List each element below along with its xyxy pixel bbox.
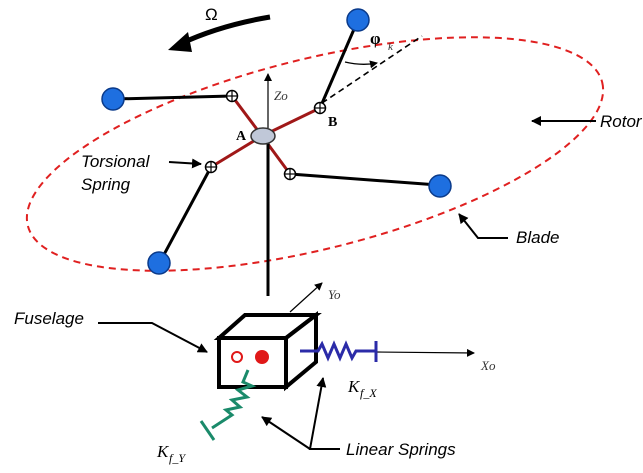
point-a-label: A [236, 129, 247, 144]
phi-label: φ [370, 29, 381, 48]
kfy-label: K [156, 442, 170, 461]
phi-subscript: k [388, 41, 394, 53]
rotation-arrow [178, 14, 271, 47]
omega-label: Ω [205, 5, 218, 24]
blade-bottom [158, 166, 213, 263]
blade-tip-left [101, 87, 125, 111]
blade-top [318, 19, 360, 109]
y-axis-label: Yo [328, 287, 341, 302]
linear-springs-arrow-y [261, 416, 311, 450]
hinge-left [225, 89, 239, 103]
blade-tip-bottom [147, 251, 171, 275]
rotor-disc-ellipse [25, 36, 605, 272]
rotor-label: Rotor [600, 112, 643, 131]
hinge-bottom [204, 160, 218, 174]
fuselage-box [213, 310, 322, 392]
fuselage-label: Fuselage [14, 309, 84, 328]
pitch-reference-line [321, 35, 423, 104]
linear-springs-arrow-x [308, 377, 340, 450]
rotor-hub [250, 127, 276, 145]
x-axis-label: Xo [480, 358, 496, 373]
kfx-subscript: f_X [360, 386, 377, 400]
blade-tip-right [428, 174, 452, 198]
blade-left [114, 94, 233, 101]
linear-springs-label: Linear Springs [346, 440, 456, 459]
rotation-arrow-head [168, 32, 192, 52]
fuselage-marker-hollow [231, 351, 243, 363]
blade-arrow [458, 213, 508, 239]
torsional-spring-label-line1: Torsional [81, 152, 151, 171]
torsional-spring-arrow [168, 158, 202, 169]
kfx-label: K [347, 377, 361, 396]
spring-y-anchor [199, 420, 216, 441]
hinge-top [313, 101, 327, 115]
phi-angle-arc [344, 60, 378, 69]
torsional-spring-label-line2: Spring [81, 175, 131, 194]
fuselage-marker-solid [255, 350, 269, 364]
blade-right [289, 172, 439, 187]
spring-y [211, 369, 257, 430]
blade-tip-top [346, 8, 370, 32]
fuselage-arrow [98, 322, 208, 353]
x-axis [375, 348, 475, 357]
point-b-label: B [328, 115, 337, 130]
spring-x [300, 340, 376, 362]
hinge-right [283, 167, 297, 181]
y-axis [289, 282, 323, 313]
z-axis-label: Zo [274, 88, 288, 103]
kfy-subscript: f_Y [169, 451, 186, 465]
blade-label: Blade [516, 228, 559, 247]
